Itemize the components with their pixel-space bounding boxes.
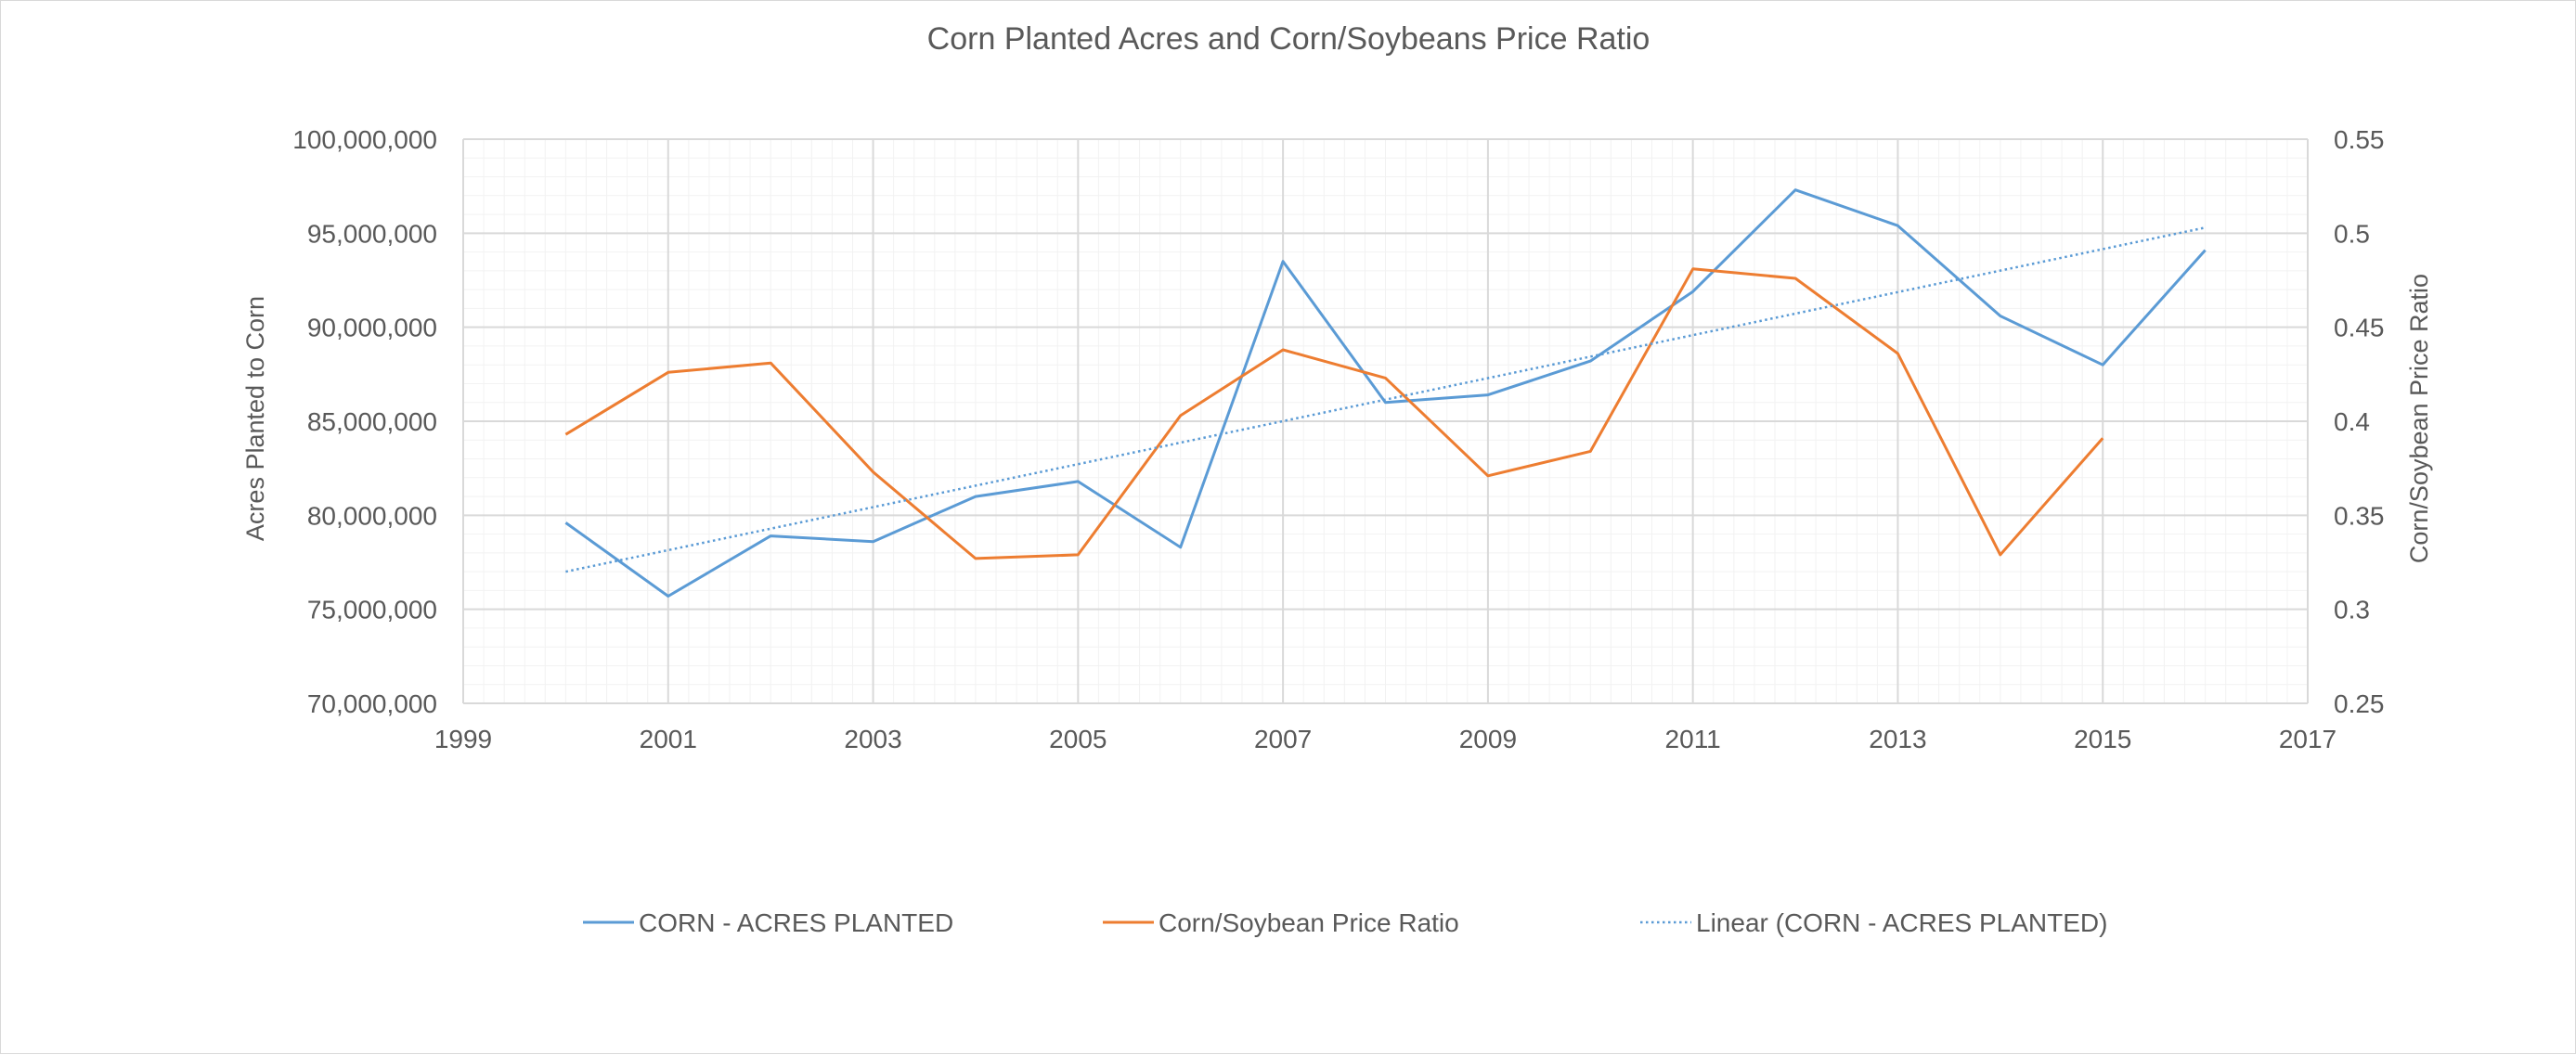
series-line-corn-acres-planted — [564, 188, 2207, 598]
major-gridlines — [462, 138, 2309, 704]
x-tick-label: 2015 — [2074, 725, 2131, 753]
y-tick-label: 95,000,000 — [307, 219, 437, 248]
x-tick-label: 2011 — [1665, 725, 1721, 753]
x-tick-label: 2001 — [640, 725, 697, 753]
y-tick-label: 90,000,000 — [307, 314, 437, 342]
y-axis-label: Acres Planted to Corn — [241, 296, 269, 541]
y2-tick-label: 0.3 — [2334, 596, 2370, 624]
y-tick-label: 100,000,000 — [292, 125, 437, 154]
y-tick-label: 85,000,000 — [307, 407, 437, 436]
y2-tick-label: 0.55 — [2334, 125, 2385, 154]
legend-label: Linear (CORN - ACRES PLANTED) — [1696, 908, 2107, 937]
y2-axis-label: Corn/Soybean Price Ratio — [2405, 274, 2433, 563]
y-tick-label: 80,000,000 — [307, 501, 437, 530]
x-tick-label: 2003 — [844, 725, 901, 753]
y2-tick-label: 0.5 — [2334, 219, 2370, 248]
x-tick-label: 2017 — [2279, 725, 2337, 753]
x-tick-label: 2009 — [1459, 725, 1517, 753]
legend-label: Corn/Soybean Price Ratio — [1159, 908, 1459, 937]
y2-tick-label: 0.35 — [2334, 501, 2385, 530]
series-line-linear-corn-acres-planted — [565, 226, 2206, 573]
y2-axis-tick-labels: 0.25 0.3 0.35 0.4 0.45 0.5 0.55 — [2334, 125, 2385, 718]
x-axis-tick-labels: 1999 2001 2003 2005 2007 2009 2011 2013 2015 2017 — [434, 725, 2337, 753]
x-tick-label: 2013 — [1869, 725, 1926, 753]
y-tick-label: 75,000,000 — [307, 596, 437, 624]
x-tick-label: 2005 — [1049, 725, 1107, 753]
y2-tick-label: 0.25 — [2334, 689, 2385, 718]
series-line-corn-soybean-price-ratio — [564, 267, 2104, 560]
series-lines — [564, 188, 2207, 598]
y2-tick-label: 0.45 — [2334, 314, 2385, 342]
x-tick-label: 1999 — [434, 725, 492, 753]
y-tick-label: 70,000,000 — [307, 689, 437, 718]
y2-tick-label: 0.4 — [2334, 407, 2370, 436]
legend: CORN - ACRES PLANTED Corn/Soybean Price R… — [583, 908, 2107, 937]
chart-title: Corn Planted Acres and Corn/Soybeans Pri… — [927, 21, 1650, 57]
x-tick-label: 2007 — [1254, 725, 1312, 753]
y-axis-tick-labels: 70,000,000 75,000,000 80,000,000 85,000,000… — [292, 125, 437, 718]
legend-label: CORN - ACRES PLANTED — [639, 908, 953, 937]
